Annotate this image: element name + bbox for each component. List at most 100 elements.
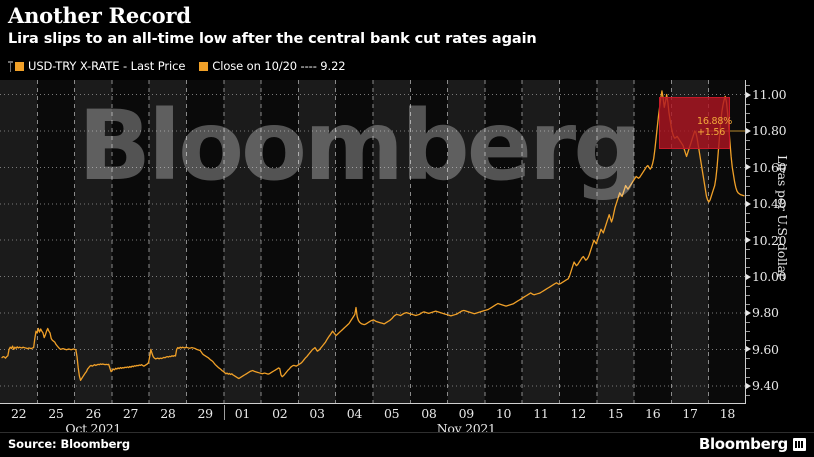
y-tick-label: 10.00 (752, 269, 787, 285)
x-tick-label-28: 28 (160, 406, 176, 421)
x-tick-label-11: 11 (533, 406, 549, 421)
y-tick-label: 10.20 (752, 232, 787, 248)
y-tick-arrow-icon (746, 309, 751, 316)
y-tick-minor (746, 149, 750, 151)
y-tick-minor (746, 112, 750, 114)
y-tick-arrow-icon (746, 127, 751, 134)
x-tick-label-22: 22 (10, 406, 27, 421)
annotation-percent: 16.88% (697, 116, 733, 127)
x-tick-label-26: 26 (85, 406, 102, 421)
chart-header: Another Record Lira slips to an all-time… (0, 0, 814, 78)
y-tick-label: 11.00 (752, 87, 787, 103)
y-tick-minor (746, 221, 750, 223)
y-tick-10-60: 10.60 (746, 159, 787, 175)
y-tick-minor (746, 322, 750, 324)
y-tick-9-60: 9.60 (746, 341, 779, 357)
legend-swatch-series (15, 61, 24, 71)
y-tick-9-80: 9.80 (746, 305, 779, 321)
y-tick-arrow-icon (746, 237, 751, 244)
bloomberg-brand: Bloomberg (699, 435, 806, 453)
x-tick-label-12: 12 (570, 406, 586, 421)
y-tick-10-40: 10.40 (746, 196, 787, 212)
y-tick-minor (746, 267, 750, 269)
legend-item-close[interactable]: Close on 10/20 ---- 9.22 (199, 59, 346, 73)
x-tick-label-02: 02 (272, 406, 288, 421)
x-tick-label-05: 05 (383, 406, 400, 421)
plot-axis-right (745, 80, 746, 404)
legend-item-series[interactable]: USD-TRY X-RATE - Last Price (8, 59, 185, 73)
page-subtitle: Lira slips to an all-time low after the … (8, 31, 537, 47)
brand-text: Bloomberg (698, 435, 788, 453)
y-tick-minor (746, 194, 750, 196)
price-line-chart (0, 80, 746, 404)
y-tick-minor (746, 249, 750, 251)
y-tick-arrow-icon (746, 164, 751, 171)
y-tick-minor (746, 121, 750, 123)
y-tick-minor (746, 340, 750, 342)
y-tick-arrow-icon (746, 273, 751, 280)
y-tick-minor (746, 358, 750, 360)
y-tick-10-80: 10.80 (746, 123, 787, 139)
y-tick-arrow-icon (746, 382, 751, 389)
x-tick-label-03: 03 (309, 406, 325, 421)
x-tick-label-09: 09 (458, 406, 475, 421)
x-month-label: Oct 2021 (65, 421, 122, 436)
y-tick-label: 10.60 (752, 159, 787, 175)
y-tick-minor (746, 185, 750, 187)
x-tick-label-18: 18 (719, 406, 736, 421)
x-tick-label-16: 16 (645, 406, 661, 421)
y-tick-minor (746, 294, 750, 296)
x-tick-label-10: 10 (495, 406, 512, 421)
annotation-change: +1.56 (697, 127, 726, 138)
y-tick-minor (746, 140, 750, 142)
y-tick-arrow-icon (746, 91, 751, 98)
y-tick-label: 10.40 (752, 196, 787, 212)
y-tick-minor (746, 331, 750, 333)
page-title: Another Record (8, 3, 191, 28)
legend-swatch-close (199, 61, 209, 71)
y-tick-minor (746, 367, 750, 369)
x-tick-label-01: 01 (234, 406, 251, 421)
x-tick-label-04: 04 (346, 406, 363, 421)
bloomberg-logo-icon (793, 437, 806, 451)
source-label: Source: Bloomberg (8, 437, 130, 451)
y-tick-label: 9.80 (752, 305, 779, 321)
y-tick-9-40: 9.40 (746, 378, 779, 394)
footer-divider (0, 432, 814, 433)
x-tick-label-15: 15 (607, 406, 624, 421)
y-tick-11-00: 11.00 (746, 87, 787, 103)
x-tick-label-27: 27 (122, 406, 139, 421)
y-tick-10-00: 10.00 (746, 269, 787, 285)
y-tick-minor (746, 176, 750, 178)
y-tick-minor (746, 103, 750, 105)
x-tick-label-29: 29 (197, 406, 213, 421)
chart-legend: USD-TRY X-RATE - Last Price Close on 10/… (8, 58, 360, 74)
plot-axis-bottom (0, 403, 746, 404)
y-tick-minor (746, 258, 750, 260)
y-tick-minor (746, 212, 750, 214)
y-tick-minor (746, 376, 750, 378)
x-axis-month-divider (223, 405, 225, 420)
legend-label-close: Close on 10/20 ---- 9.22 (212, 59, 346, 73)
y-axis: 11.00 10.80 10.60 10.40 10.20 10.00 9.80 9.60 9.… (746, 80, 794, 404)
pin-icon (8, 60, 13, 72)
y-axis-title: Liras per U.S. dollar (775, 155, 790, 279)
y-tick-minor (746, 231, 750, 233)
y-tick-minor (746, 285, 750, 287)
x-tick-label-25: 25 (48, 406, 64, 421)
y-tick-label: 9.40 (752, 378, 779, 394)
plot-area (0, 80, 746, 404)
y-tick-minor (746, 303, 750, 305)
y-tick-arrow-icon (746, 200, 751, 207)
x-tick-label-08: 08 (421, 406, 437, 421)
x-month-label: Nov 2021 (436, 421, 496, 436)
legend-label-series: USD-TRY X-RATE - Last Price (28, 59, 186, 73)
y-tick-arrow-icon (746, 346, 751, 353)
annotation-labels: 16.88% +1.56 (697, 116, 747, 138)
y-tick-label: 10.80 (752, 123, 787, 139)
annotation-highlight-box (659, 97, 730, 149)
y-tick-label: 9.60 (752, 341, 779, 357)
x-axis: 22 25 26 27 28 29 01 02 03 04 05 08 09 10 11 12 15 16 17 18… (0, 404, 746, 440)
y-tick-minor (746, 158, 750, 160)
y-tick-minor (746, 394, 750, 396)
